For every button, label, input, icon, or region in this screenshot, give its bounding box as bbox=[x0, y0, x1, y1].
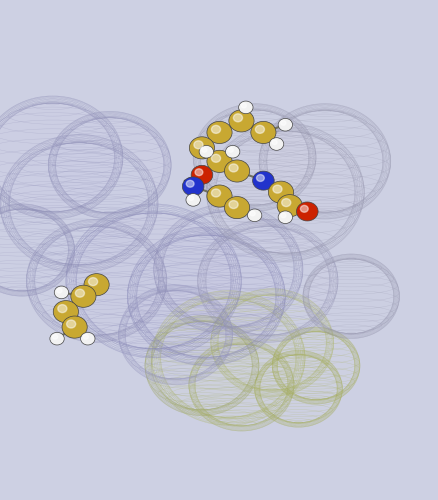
Circle shape bbox=[276, 194, 302, 216]
Circle shape bbox=[81, 332, 95, 345]
Circle shape bbox=[88, 278, 97, 285]
Circle shape bbox=[252, 171, 274, 190]
Circle shape bbox=[268, 181, 293, 203]
Circle shape bbox=[211, 126, 220, 134]
Ellipse shape bbox=[66, 213, 241, 348]
Circle shape bbox=[53, 300, 78, 322]
Circle shape bbox=[256, 174, 264, 182]
Circle shape bbox=[229, 200, 237, 208]
Ellipse shape bbox=[302, 259, 399, 334]
Circle shape bbox=[54, 286, 68, 298]
Circle shape bbox=[191, 166, 212, 184]
Ellipse shape bbox=[188, 344, 293, 426]
Circle shape bbox=[211, 189, 220, 197]
Ellipse shape bbox=[118, 291, 232, 379]
Ellipse shape bbox=[127, 236, 285, 357]
Circle shape bbox=[206, 122, 232, 144]
Circle shape bbox=[250, 212, 254, 216]
Ellipse shape bbox=[0, 104, 123, 212]
Circle shape bbox=[272, 140, 276, 144]
Circle shape bbox=[255, 126, 264, 134]
Ellipse shape bbox=[0, 143, 158, 264]
Circle shape bbox=[228, 148, 233, 152]
Circle shape bbox=[62, 316, 87, 338]
Circle shape bbox=[281, 198, 290, 206]
Circle shape bbox=[188, 196, 193, 200]
Circle shape bbox=[201, 148, 206, 152]
Circle shape bbox=[186, 180, 194, 187]
Circle shape bbox=[272, 185, 281, 193]
Circle shape bbox=[206, 185, 232, 207]
Circle shape bbox=[186, 194, 200, 206]
Ellipse shape bbox=[145, 322, 258, 410]
Circle shape bbox=[241, 104, 246, 108]
Circle shape bbox=[182, 177, 204, 196]
Circle shape bbox=[280, 120, 285, 126]
Ellipse shape bbox=[151, 298, 304, 417]
Ellipse shape bbox=[206, 132, 364, 253]
Circle shape bbox=[83, 334, 88, 339]
Circle shape bbox=[71, 285, 96, 308]
Circle shape bbox=[296, 202, 318, 221]
Circle shape bbox=[194, 141, 202, 149]
Circle shape bbox=[189, 137, 214, 159]
Circle shape bbox=[211, 154, 220, 162]
Circle shape bbox=[50, 332, 64, 345]
Circle shape bbox=[247, 209, 261, 222]
Circle shape bbox=[84, 274, 109, 296]
Ellipse shape bbox=[272, 332, 359, 400]
Circle shape bbox=[228, 110, 254, 132]
Circle shape bbox=[67, 320, 75, 328]
Ellipse shape bbox=[26, 226, 166, 335]
Circle shape bbox=[224, 196, 249, 218]
Circle shape bbox=[229, 164, 237, 172]
Circle shape bbox=[58, 304, 67, 312]
Circle shape bbox=[225, 146, 239, 158]
Ellipse shape bbox=[153, 212, 302, 327]
Circle shape bbox=[238, 101, 252, 114]
Ellipse shape bbox=[258, 110, 390, 212]
Circle shape bbox=[199, 146, 213, 158]
Ellipse shape bbox=[193, 110, 315, 205]
Circle shape bbox=[57, 288, 62, 293]
Circle shape bbox=[194, 169, 202, 175]
Circle shape bbox=[269, 138, 283, 150]
Circle shape bbox=[280, 213, 285, 218]
Circle shape bbox=[224, 160, 249, 182]
Circle shape bbox=[250, 122, 276, 144]
Ellipse shape bbox=[197, 226, 337, 335]
Circle shape bbox=[233, 114, 242, 122]
Circle shape bbox=[300, 206, 307, 212]
Ellipse shape bbox=[0, 210, 74, 290]
Circle shape bbox=[278, 118, 292, 131]
Ellipse shape bbox=[48, 118, 171, 212]
Circle shape bbox=[53, 334, 57, 339]
Circle shape bbox=[75, 289, 84, 297]
Ellipse shape bbox=[254, 355, 342, 422]
Circle shape bbox=[278, 211, 292, 224]
Circle shape bbox=[206, 150, 232, 172]
Ellipse shape bbox=[210, 295, 333, 390]
